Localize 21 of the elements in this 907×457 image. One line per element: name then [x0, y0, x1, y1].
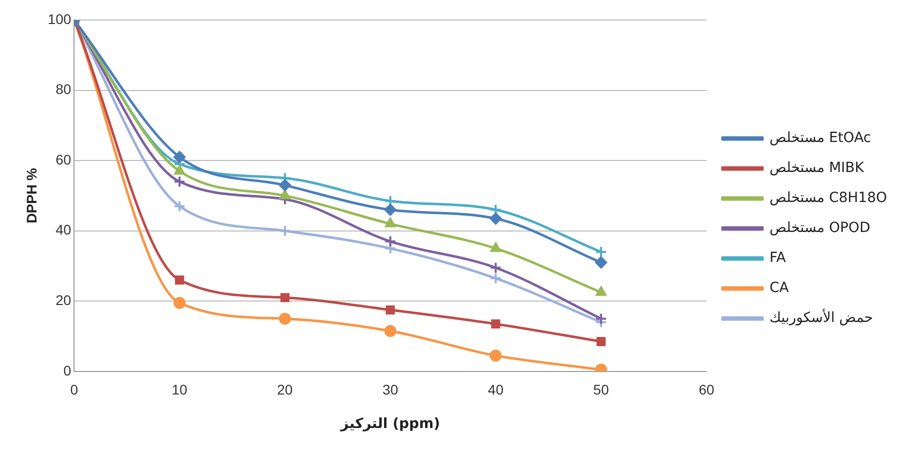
legend-label: مستخلص EtOAc — [769, 130, 872, 146]
x-tick-label: 20 — [277, 382, 293, 398]
legend-label: FA — [769, 250, 786, 266]
legend-label: مستخلص C8H18O — [769, 190, 888, 206]
x-axis-title: التركيز (ppm) — [340, 416, 440, 432]
x-tick-label: 60 — [698, 382, 714, 398]
legend-label: حمض الأسكوربيك — [769, 308, 874, 326]
y-axis-title: DPPH % — [23, 168, 40, 224]
y-tick-label: 0 — [63, 362, 72, 378]
y-tick-label: 100 — [48, 10, 72, 27]
x-tick-label: 40 — [488, 382, 504, 398]
x-tick-label: 50 — [593, 382, 610, 398]
y-tick-label: 40 — [56, 222, 72, 238]
x-tick-label: 30 — [382, 382, 398, 398]
x-tick-label: 10 — [172, 382, 188, 398]
legend-label: مستخلص MIBK — [769, 160, 865, 176]
legend-label: CA — [769, 280, 790, 296]
y-tick-label: 20 — [56, 292, 72, 308]
legend-label: مستخلص OPOD — [769, 220, 870, 236]
y-tick-label: 80 — [56, 81, 72, 98]
y-tick-label: 60 — [56, 151, 72, 168]
